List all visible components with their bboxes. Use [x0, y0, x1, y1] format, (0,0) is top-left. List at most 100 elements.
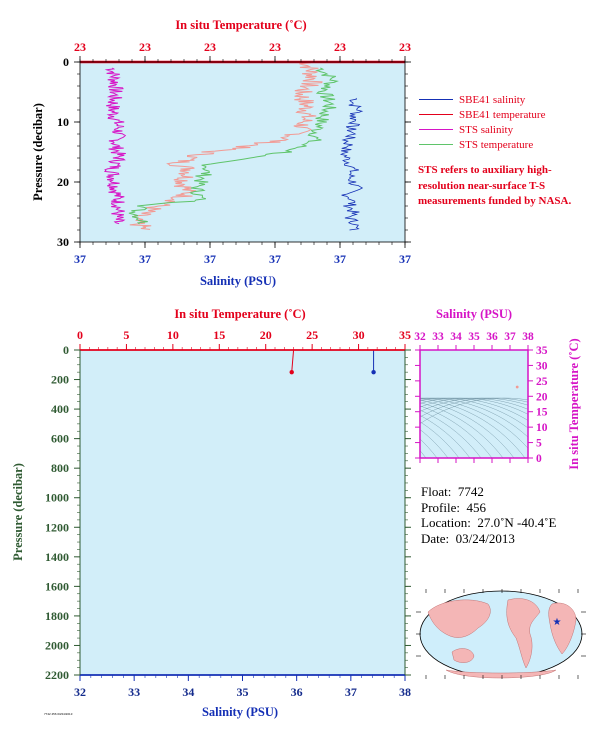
legend-item: STS salinity	[419, 122, 545, 137]
footnote: 7742 456 03/24/2013	[44, 712, 73, 716]
ts-temperature-tick-label: 25	[536, 376, 548, 388]
bottom-panel-pressure-axis-title: Pressure (decibar)	[11, 463, 25, 561]
ts-density-contour	[420, 397, 528, 415]
bottom-panel-pressure-tick-label: 400	[51, 402, 69, 416]
top-panel-salinity-tick-label: 37	[204, 252, 216, 266]
top-panel-salinity-tick-label: 37	[74, 252, 86, 266]
ts-plot-area	[420, 350, 528, 458]
ts-salinity-tick-label: 33	[432, 331, 444, 343]
map-land-australia	[451, 648, 475, 663]
ts-density-contour	[420, 397, 528, 438]
float-location-marker: ★	[553, 617, 562, 628]
top-panel-temperature-tick-label: 23	[399, 40, 411, 54]
sts-temperature-profile	[128, 67, 339, 225]
deep-temperature-profile	[291, 349, 295, 373]
top-panel-salinity-tick-label: 37	[269, 252, 281, 266]
legend-label-sts-temperature: STS temperature	[459, 138, 534, 151]
bottom-panel-salinity-tick-label: 37	[345, 685, 357, 699]
ts-density-contour	[420, 397, 528, 429]
ts-temperature-tick-label: 0	[536, 453, 542, 465]
bottom-panel-pressure-tick-label: 1000	[45, 491, 69, 505]
bottom-panel-pressure-tick-label: 200	[51, 373, 69, 387]
bottom-panel-temperature-axis-title: In situ Temperature (˚C)	[174, 307, 305, 321]
bottom-panel-salinity-tick-label: 35	[237, 685, 249, 699]
top-panel-temperature-tick-label: 23	[269, 40, 281, 54]
legend-swatch-sts-temperature	[419, 144, 453, 145]
ts-panel: 32 33 34 35 36 37 38 0 5 10 15 20 25 30 35 Salinity (P…	[414, 307, 581, 470]
top-panel-salinity-axis-title: Salinity (PSU)	[200, 274, 276, 288]
ts-temperature-tick-label: 30	[536, 360, 548, 372]
legend-label-sbe41-temperature: SBE41 temperature	[459, 108, 546, 121]
top-panel-salinity-tick-label: 37	[334, 252, 346, 266]
bottom-panel-salinity-tick-label: 34	[182, 685, 194, 699]
bottom-panel-salinity-tick-label: 36	[291, 685, 303, 699]
bottom-panel-pressure-tick-label: 2200	[45, 668, 69, 682]
bottom-panel-temperature-tick-label: 0	[77, 328, 83, 342]
legend-swatch-sbe41-temperature	[419, 114, 453, 115]
ts-salinity-tick-label: 32	[414, 331, 426, 343]
ts-temperature-tick-label: 15	[536, 407, 548, 419]
ts-salinity-tick-label: 37	[504, 331, 516, 343]
location-map: ★	[416, 589, 586, 679]
map-land-africa-europe	[548, 602, 577, 655]
ts-density-contour	[420, 397, 528, 418]
bottom-panel: 32 33 34 35 36 37 38 0 5 10 15 20 25 30 35 0 200 400 600 80…	[11, 307, 411, 719]
ts-salinity-tick-label: 38	[522, 331, 534, 343]
bottom-axes: 32 33 34 35 36 37 38 0 5 10 15 20 25 30 35 0 200 400 600 80…	[45, 328, 411, 699]
ts-data-layer	[515, 385, 519, 389]
ts-temperature-tick-label: 20	[536, 391, 548, 403]
bottom-panel-pressure-tick-label: 1800	[45, 609, 69, 623]
top-panel-temperature-tick-label: 23	[139, 40, 151, 54]
ts-axes: 32 33 34 35 36 37 38 0 5 10 15 20 25 30 35	[414, 331, 548, 465]
bottom-panel-temperature-tick-label: 15	[213, 328, 225, 342]
legend-label-sbe41-salinity: SBE41 salinity	[459, 93, 526, 106]
legend-item: SBE41 temperature	[419, 107, 545, 122]
legend-item: SBE41 salinity	[419, 92, 545, 107]
location-row: Location: 27.0˚N -40.4˚E	[421, 515, 557, 530]
bottom-panel-pressure-tick-label: 1600	[45, 579, 69, 593]
sbe41-salinity-profile	[339, 97, 364, 231]
top-panel-salinity-tick-label: 37	[399, 252, 411, 266]
bottom-panel-pressure-tick-label: 800	[51, 461, 69, 475]
sts-salinity-profile	[103, 67, 127, 225]
top-panel-pressure-tick-label: 10	[57, 115, 69, 129]
top-panel-temperature-tick-label: 23	[74, 40, 86, 54]
legend-item: STS temperature	[419, 137, 545, 152]
top-panel-pressure-axis-title: Pressure (decibar)	[31, 103, 45, 201]
top-panel-temperature-tick-label: 23	[334, 40, 346, 54]
top-panel-temperature-tick-label: 23	[204, 40, 216, 54]
bottom-panel-temperature-tick-label: 25	[306, 328, 318, 342]
float-id-value: 7742	[457, 484, 484, 499]
bottom-panel-salinity-tick-label: 38	[399, 685, 411, 699]
top-data-layer	[103, 61, 364, 231]
legend-label-sts-salinity: STS salinity	[459, 123, 514, 136]
bottom-panel-pressure-tick-label: 0	[63, 343, 69, 357]
bottom-panel-temperature-tick-label: 5	[123, 328, 129, 342]
map-land-asia	[427, 599, 491, 638]
legend-swatch-sbe41-salinity	[419, 99, 453, 100]
top-panel-pressure-tick-label: 20	[57, 175, 69, 189]
legend-note: STS refers to auxiliary high-resolution …	[418, 164, 572, 207]
sbe41-temperature-profile	[129, 61, 323, 230]
ts-density-contour	[420, 397, 528, 410]
top-panel-temperature-axis-title: In situ Temperature (˚C)	[175, 18, 306, 32]
bottom-panel-temperature-tick-label: 10	[167, 328, 179, 342]
legend-swatch-sts-salinity	[419, 129, 453, 130]
ts-salinity-tick-label: 36	[486, 331, 498, 343]
profile-value: 456	[466, 499, 487, 515]
ts-panel-temperature-axis-title: In situ Temperature (˚C)	[567, 338, 581, 469]
map-land-antarctica	[445, 669, 557, 679]
bottom-panel-temperature-tick-label: 20	[260, 328, 272, 342]
ts-temperature-tick-label: 35	[536, 345, 548, 357]
top-plot-frame	[79, 61, 406, 243]
top-panel-salinity-tick-label: 37	[139, 252, 151, 266]
bottom-panel-pressure-tick-label: 600	[51, 432, 69, 446]
ts-temperature-tick-label: 10	[536, 422, 548, 434]
date-value: 03/24/2013	[455, 530, 515, 546]
ts-panel-salinity-axis-title: Salinity (PSU)	[436, 307, 512, 321]
map-land-americas	[506, 598, 541, 669]
legend: SBE41 salinity SBE41 temperature STS sal…	[419, 92, 545, 152]
bottom-panel-temperature-tick-label: 30	[353, 328, 365, 342]
bottom-panel-salinity-tick-label: 32	[74, 685, 86, 699]
